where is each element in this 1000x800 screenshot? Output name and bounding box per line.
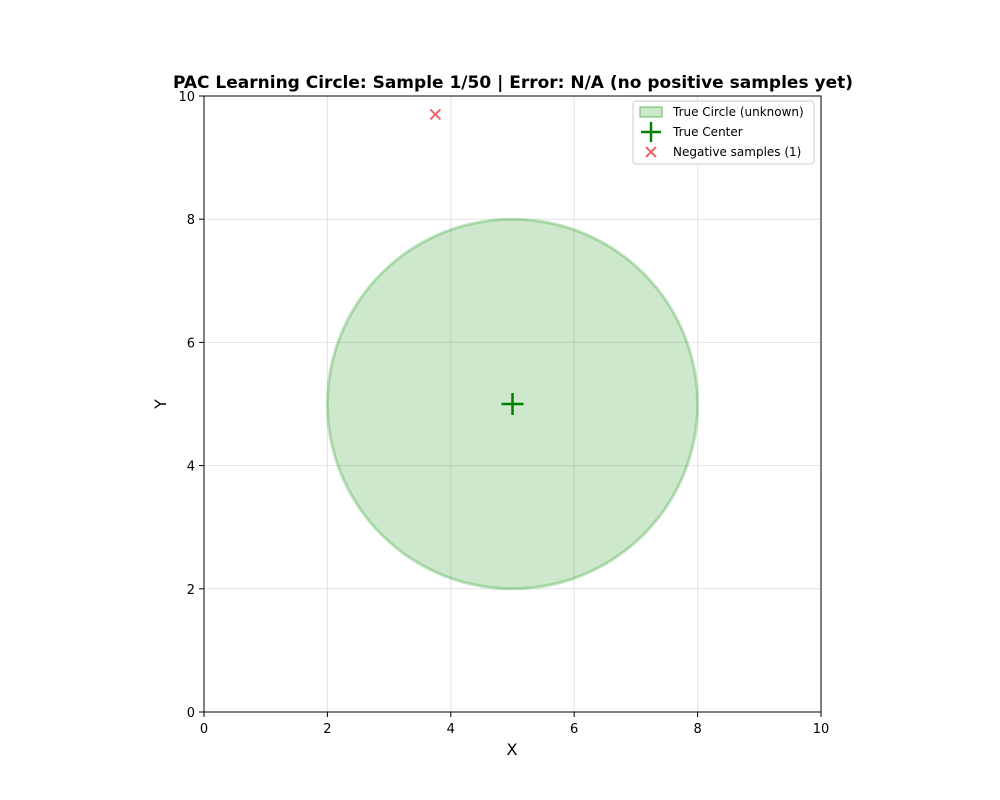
- axis-ticks: 0 2 4 6 8 10 0 2 4 6 8 10: [178, 90, 829, 737]
- legend-item-true-circle: True Circle (unknown): [639, 105, 804, 119]
- legend-swatch-negative-b: [645, 146, 657, 158]
- plot-data: [325, 108, 700, 591]
- negative-sample-point: [429, 108, 442, 121]
- legend-box: [632, 100, 815, 165]
- legend-label-true-center: True Center: [672, 125, 743, 139]
- y-tick-label: 8: [187, 213, 195, 228]
- legend: True Circle (unknown) True Center Negative…: [632, 100, 815, 165]
- legend-swatch-true-circle: [639, 106, 663, 118]
- x-tick-label: 10: [813, 722, 830, 737]
- x-tick-label: 0: [200, 722, 208, 737]
- y-tick-label: 2: [187, 583, 195, 598]
- x-axis-label: X: [507, 740, 518, 759]
- x-tick-label: 6: [570, 722, 578, 737]
- y-tick-label: 0: [187, 706, 195, 721]
- plot-frame: [203, 95, 822, 713]
- legend-label-negative-samples: Negative samples (1): [673, 145, 801, 159]
- y-axis-label: Y: [151, 399, 170, 410]
- x-tick-label: 2: [323, 722, 331, 737]
- legend-item-true-center: True Center: [641, 122, 743, 142]
- x-tick-label: 8: [693, 722, 701, 737]
- y-tick-label: 10: [178, 90, 195, 105]
- x-tick-label: 4: [447, 722, 455, 737]
- chart-title: PAC Learning Circle: Sample 1/50 | Error…: [173, 73, 853, 93]
- true-center-marker: [501, 393, 524, 415]
- legend-label-true-circle: True Circle (unknown): [672, 105, 804, 119]
- negative-sample-stroke: [429, 108, 442, 121]
- y-tick-label: 6: [187, 336, 195, 351]
- y-tick-label: 4: [187, 460, 195, 475]
- legend-item-negative-samples: Negative samples (1): [645, 145, 801, 159]
